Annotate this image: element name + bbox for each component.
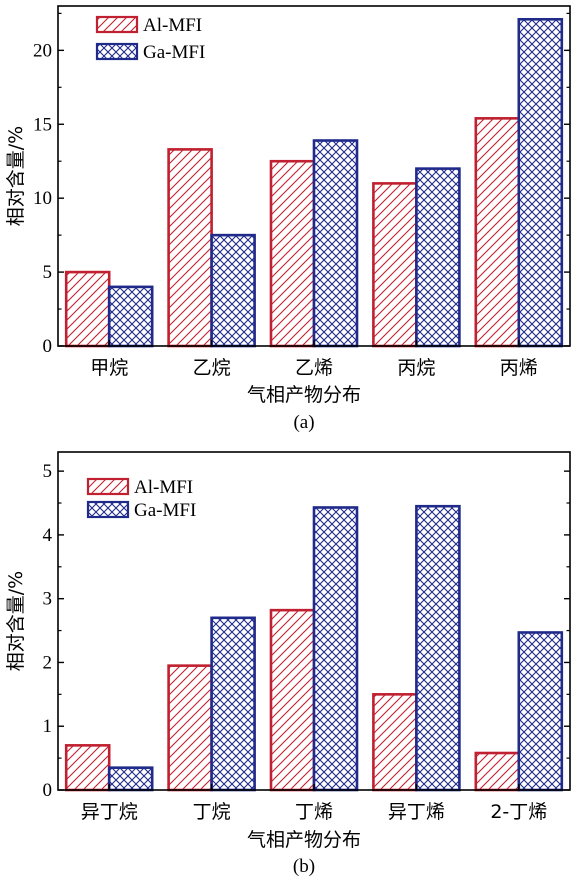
y-tick-label: 10 [33,188,52,209]
y-axis-label: 相对含量/% [5,571,27,671]
x-category-label: 丁烯 [295,801,333,823]
bar-al-mfi-3 [372,182,418,348]
legend-label-al-mfi: Al-MFI [143,15,202,36]
bar-al-mfi-3 [372,693,418,792]
y-tick-label: 2 [43,652,53,673]
bar-ga-mfi-4 [517,631,564,792]
x-category-label: 乙烷 [193,357,231,379]
x-category-label: 异丁烯 [388,801,445,823]
x-category-label: 甲烷 [90,357,128,379]
y-tick-label: 1 [43,716,53,737]
legend-swatch-ga-mfi [86,500,130,519]
bar-al-mfi-0 [64,744,111,792]
x-category-label: 丁烷 [193,801,231,823]
legend-label-ga-mfi: Ga-MFI [134,500,196,521]
bar-ga-mfi-3 [415,504,461,792]
legend-swatch-al-mfi [86,477,130,496]
bar-ga-mfi-0 [107,766,154,792]
panel-caption: (a) [293,412,314,433]
bar-al-mfi-2 [269,608,316,792]
legend-swatch-ga-mfi [95,42,139,61]
y-tick-label: 15 [33,114,52,135]
bar-ga-mfi-2 [312,506,359,792]
y-tick-label: 0 [43,780,53,801]
bar-al-mfi-1 [167,664,213,792]
legend-label-ga-mfi: Ga-MFI [143,42,205,63]
x-category-label: 乙烯 [295,357,333,379]
bar-al-mfi-0 [64,270,111,348]
bar-ga-mfi-2 [312,139,359,348]
x-category-label: 丙烷 [397,357,435,379]
y-tick-label: 5 [43,262,53,283]
y-tick-label: 4 [43,525,53,546]
bar-al-mfi-4 [474,751,521,792]
y-tick-label: 0 [43,336,53,357]
x-axis-label: 气相产物分布 [247,384,361,406]
bar-ga-mfi-3 [415,167,461,348]
bar-ga-mfi-4 [517,18,564,348]
bar-al-mfi-1 [167,148,213,348]
bar-al-mfi-4 [474,117,521,348]
bar-ga-mfi-0 [107,285,154,348]
x-category-label: 丙烯 [500,357,538,379]
bar-ga-mfi-1 [210,616,256,792]
bar-ga-mfi-1 [210,233,256,348]
y-axis-label: 相对含量/% [5,126,27,226]
x-category-label: 2-丁烯 [490,801,547,823]
bar-al-mfi-2 [269,159,316,348]
x-axis-label: 气相产物分布 [247,829,361,851]
y-tick-label: 5 [43,461,53,482]
y-tick-label: 20 [33,40,52,61]
legend-swatch-al-mfi [95,15,139,34]
x-category-label: 异丁烷 [81,801,138,823]
y-tick-label: 3 [43,589,53,610]
legend-label-al-mfi: Al-MFI [134,477,193,498]
panel-caption: (b) [293,856,315,877]
